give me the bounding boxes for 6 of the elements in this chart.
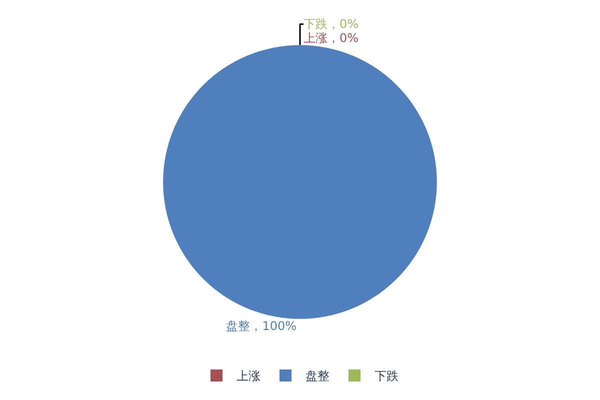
data-label: 盘整，100% [226,318,296,333]
legend-label: 下跌 [374,369,398,384]
text: 上涨，0% [304,31,359,46]
text: 下跌，0% [304,17,359,32]
legend-label: 上涨 [236,369,260,384]
legend-label: 盘整 [306,369,330,384]
